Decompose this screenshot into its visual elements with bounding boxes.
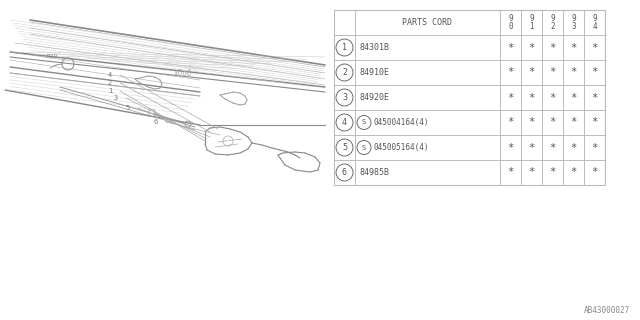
Text: AB43000027: AB43000027	[584, 306, 630, 315]
Text: 6: 6	[342, 168, 347, 177]
Text: 84985B: 84985B	[359, 168, 389, 177]
Text: *: *	[549, 117, 556, 127]
Text: 5: 5	[125, 105, 130, 111]
Text: *: *	[508, 142, 514, 153]
Text: *: *	[591, 167, 598, 178]
Text: *: *	[591, 117, 598, 127]
Text: S: S	[362, 119, 366, 125]
Text: 9
0: 9 0	[508, 14, 513, 31]
Text: 9
4: 9 4	[592, 14, 597, 31]
Text: *: *	[529, 43, 534, 52]
Text: *: *	[529, 117, 534, 127]
Text: *: *	[508, 68, 514, 77]
Text: 4: 4	[342, 118, 347, 127]
Text: 1: 1	[342, 43, 347, 52]
Bar	[334, 10, 605, 185]
Text: 84301B: 84301B	[359, 43, 389, 52]
Text: 045005164(4): 045005164(4)	[373, 143, 429, 152]
Text: S: S	[362, 145, 366, 150]
Text: 3: 3	[342, 93, 347, 102]
Text: *: *	[529, 92, 534, 102]
Text: 9
1: 9 1	[529, 14, 534, 31]
Text: *: *	[549, 68, 556, 77]
Text: *: *	[549, 43, 556, 52]
Text: *: *	[529, 167, 534, 178]
Text: 1: 1	[108, 88, 112, 94]
Text: 2: 2	[108, 80, 112, 86]
Text: *: *	[529, 68, 534, 77]
Text: 84920E: 84920E	[359, 93, 389, 102]
Text: 3: 3	[114, 95, 118, 101]
Text: 2: 2	[342, 68, 347, 77]
Text: *: *	[508, 43, 514, 52]
Text: *: *	[549, 142, 556, 153]
Text: 045004164(4): 045004164(4)	[373, 118, 429, 127]
Text: *: *	[591, 92, 598, 102]
Text: *: *	[570, 142, 577, 153]
Text: *: *	[549, 167, 556, 178]
Text: *: *	[570, 117, 577, 127]
Text: *: *	[570, 43, 577, 52]
Text: 84910E: 84910E	[359, 68, 389, 77]
Text: *: *	[508, 117, 514, 127]
Text: *: *	[529, 142, 534, 153]
Text: *: *	[570, 68, 577, 77]
Text: *: *	[591, 43, 598, 52]
Text: 9
2: 9 2	[550, 14, 555, 31]
Text: *: *	[570, 167, 577, 178]
Text: PARTS CORD: PARTS CORD	[403, 18, 452, 27]
Text: 5: 5	[342, 143, 347, 152]
Text: *: *	[591, 142, 598, 153]
Text: R2O: R2O	[46, 54, 58, 59]
Text: *: *	[591, 68, 598, 77]
Text: 6: 6	[154, 119, 158, 125]
Text: *: *	[549, 92, 556, 102]
Text: xDo0: xDo0	[173, 68, 192, 77]
Text: *: *	[508, 167, 514, 178]
Text: 9
3: 9 3	[571, 14, 576, 31]
Text: *: *	[508, 92, 514, 102]
Text: *: *	[570, 92, 577, 102]
Text: 4: 4	[108, 72, 112, 78]
